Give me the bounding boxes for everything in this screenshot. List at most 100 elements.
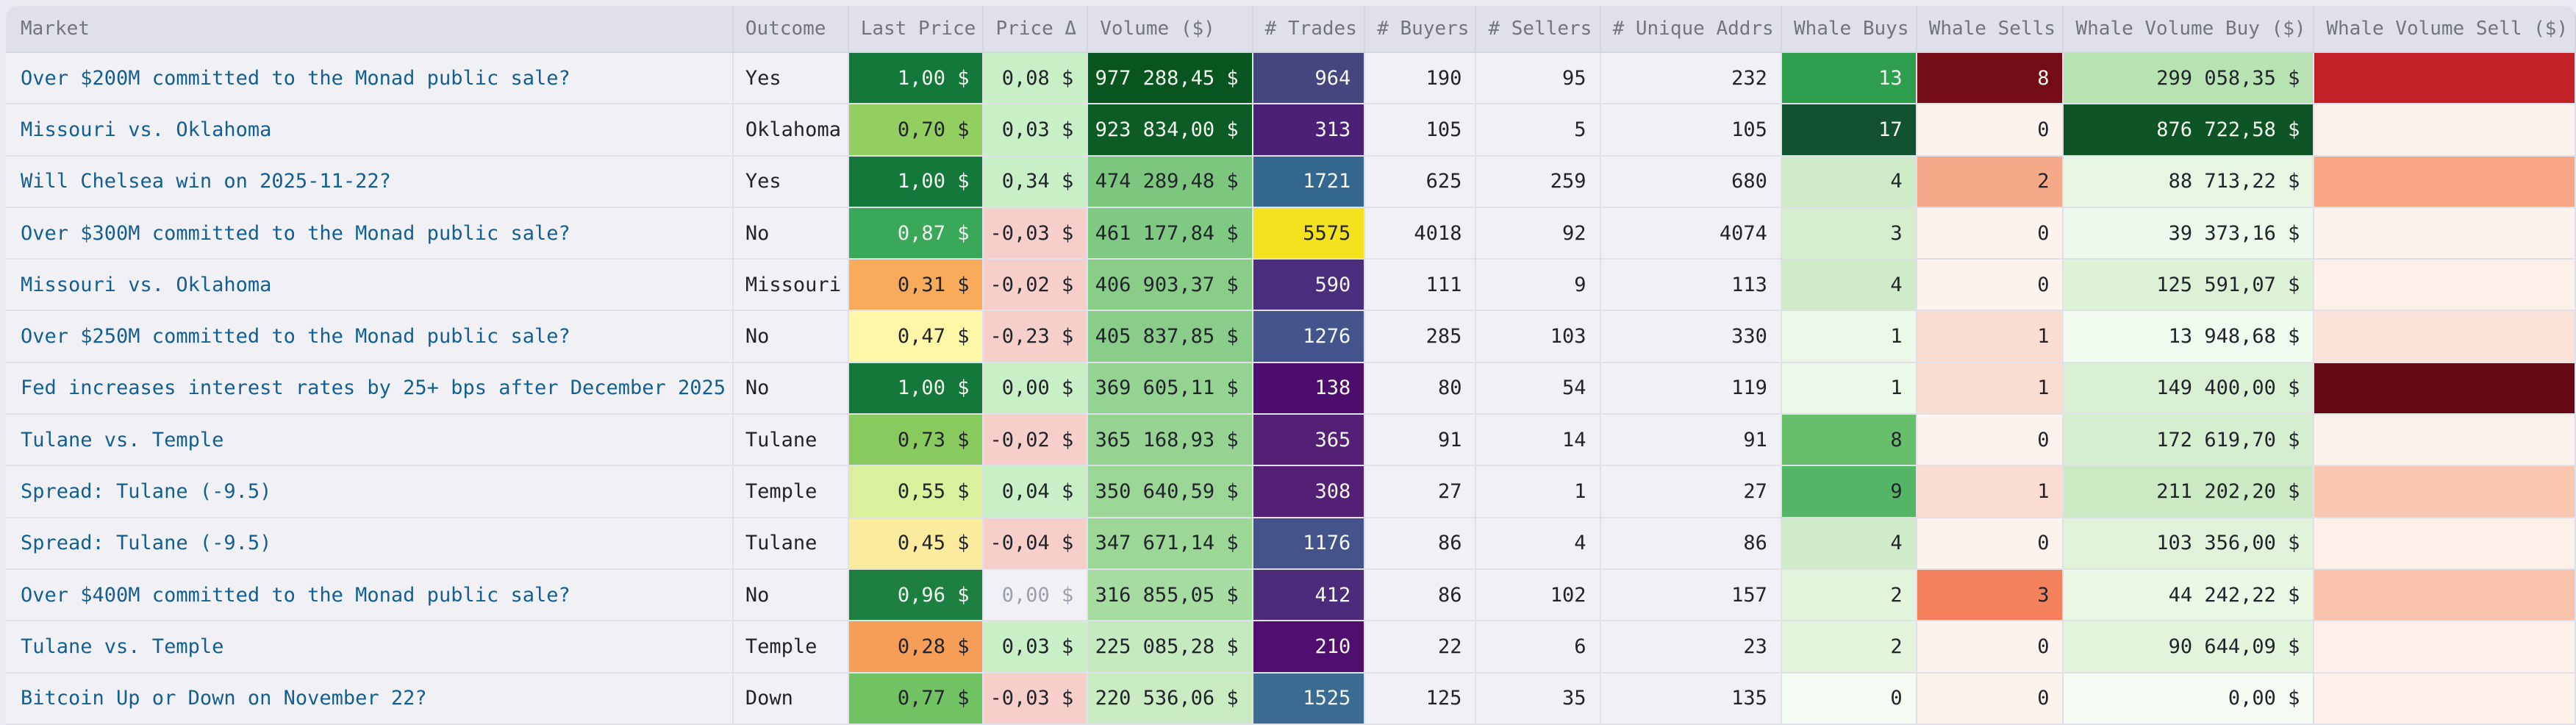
market-link[interactable]: Over $400M committed to the Monad public… <box>6 569 734 622</box>
sellers-cell: 103 <box>1476 311 1601 363</box>
last-price-cell: 1,00 $ <box>848 156 984 208</box>
whale-volume-buy-cell: 103 356,00 $ <box>2064 518 2315 570</box>
whale-buys-cell: 3 <box>1781 207 1917 260</box>
unique-addrs-cell: 27 <box>1600 466 1782 518</box>
market-link[interactable]: Fed increases interest rates by 25+ bps … <box>6 362 734 415</box>
whale-sells-cell: 1 <box>1917 466 2064 518</box>
volume-cell: 347 671,14 $ <box>1088 518 1253 570</box>
outcome-cell: Missouri <box>733 260 849 312</box>
volume-cell: 474 289,48 $ <box>1088 156 1253 208</box>
whale-sells-cell: 1 <box>1917 311 2064 363</box>
market-link[interactable]: Over $200M committed to the Monad public… <box>6 53 734 105</box>
last-price-cell: 0,73 $ <box>848 415 984 467</box>
unique-addrs-cell: 157 <box>1600 569 1782 622</box>
market-link[interactable]: Missouri vs. Oklahoma <box>6 260 734 312</box>
outcome-cell: Yes <box>733 53 849 105</box>
table-body: Over $200M committed to the Monad public… <box>6 53 2576 725</box>
last-price-cell: 0,87 $ <box>848 207 984 260</box>
buyers-cell: 625 <box>1365 156 1477 208</box>
column-header-last-price: Last Price <box>848 6 984 53</box>
price-delta-cell: -0,23 $ <box>984 311 1089 363</box>
market-link[interactable]: Bitcoin Up or Down on November 22? <box>6 673 734 725</box>
outcome-cell: Oklahoma <box>733 104 849 157</box>
whale-volume-buy-cell: 211 202,20 $ <box>2064 466 2315 518</box>
whale-buys-cell: 4 <box>1781 260 1917 312</box>
volume-cell: 225 085,28 $ <box>1088 621 1253 674</box>
markets-table-container: Market Outcome Last Price Price Δ Volume ($)… <box>6 6 2576 725</box>
whale-buys-cell: 1 <box>1781 311 1917 363</box>
whale-buys-cell: 4 <box>1781 156 1917 208</box>
market-link[interactable]: Over $300M committed to the Monad public… <box>6 207 734 260</box>
whale-volume-buy-cell: 0,00 $ <box>2064 673 2315 725</box>
table-header: Market Outcome Last Price Price Δ Volume ($)… <box>6 6 2576 53</box>
table-row: Over $300M committed to the Monad public… <box>6 207 2576 260</box>
price-delta-cell: 0,34 $ <box>984 156 1089 208</box>
buyers-cell: 22 <box>1365 621 1477 674</box>
whale-sells-cell: 0 <box>1917 518 2064 570</box>
whale-volume-sell-cell <box>2314 466 2576 518</box>
market-link[interactable]: Will Chelsea win on 2025-11-22? <box>6 156 734 208</box>
volume-cell: 220 536,06 $ <box>1088 673 1253 725</box>
column-header-market: Market <box>6 6 734 53</box>
market-link[interactable]: Tulane vs. Temple <box>6 415 734 467</box>
column-header-trades: # Trades <box>1253 6 1366 53</box>
trades-cell: 313 <box>1253 104 1366 157</box>
whale-volume-sell-cell <box>2314 415 2576 467</box>
price-delta-cell: -0,04 $ <box>984 518 1089 570</box>
last-price-cell: 0,70 $ <box>848 104 984 157</box>
unique-addrs-cell: 4074 <box>1600 207 1782 260</box>
market-link[interactable]: Over $250M committed to the Monad public… <box>6 311 734 363</box>
trades-cell: 1276 <box>1253 311 1366 363</box>
whale-buys-cell: 17 <box>1781 104 1917 157</box>
column-header-unique-addrs: # Unique Addrs <box>1600 6 1782 53</box>
column-header-sellers: # Sellers <box>1476 6 1601 53</box>
buyers-cell: 105 <box>1365 104 1477 157</box>
whale-buys-cell: 8 <box>1781 415 1917 467</box>
whale-volume-sell-cell <box>2314 207 2576 260</box>
price-delta-cell: 0,04 $ <box>984 466 1089 518</box>
whale-buys-cell: 2 <box>1781 621 1917 674</box>
unique-addrs-cell: 113 <box>1600 260 1782 312</box>
unique-addrs-cell: 680 <box>1600 156 1782 208</box>
whale-buys-cell: 2 <box>1781 569 1917 622</box>
market-link[interactable]: Spread: Tulane (-9.5) <box>6 518 734 570</box>
price-delta-cell: 0,03 $ <box>984 621 1089 674</box>
whale-volume-sell-cell <box>2314 362 2576 415</box>
sellers-cell: 5 <box>1476 104 1601 157</box>
whale-sells-cell: 0 <box>1917 415 2064 467</box>
outcome-cell: No <box>733 362 849 415</box>
table-row: Will Chelsea win on 2025-11-22? Yes 1,00 $… <box>6 156 2576 208</box>
price-delta-cell: -0,03 $ <box>984 673 1089 725</box>
buyers-cell: 125 <box>1365 673 1477 725</box>
price-delta-cell: 0,00 $ <box>984 569 1089 622</box>
whale-sells-cell: 3 <box>1917 569 2064 622</box>
whale-sells-cell: 0 <box>1917 260 2064 312</box>
market-link[interactable]: Spread: Tulane (-9.5) <box>6 466 734 518</box>
buyers-cell: 111 <box>1365 260 1477 312</box>
buyers-cell: 27 <box>1365 466 1477 518</box>
market-link[interactable]: Tulane vs. Temple <box>6 621 734 674</box>
buyers-cell: 91 <box>1365 415 1477 467</box>
table-row: Tulane vs. Temple Temple 0,28 $0,03 $225 0… <box>6 621 2576 674</box>
trades-cell: 138 <box>1253 362 1366 415</box>
outcome-cell: Temple <box>733 466 849 518</box>
markets-table: Market Outcome Last Price Price Δ Volume ($)… <box>6 6 2576 725</box>
column-header-whale-sells: Whale Sells <box>1917 6 2064 53</box>
column-header-whale-volume-buy: Whale Volume Buy ($) <box>2064 6 2315 53</box>
whale-volume-buy-cell: 299 058,35 $ <box>2064 53 2315 105</box>
whale-volume-buy-cell: 149 400,00 $ <box>2064 362 2315 415</box>
whale-volume-sell-cell <box>2314 518 2576 570</box>
table-row: Over $200M committed to the Monad public… <box>6 53 2576 105</box>
price-delta-cell: 0,03 $ <box>984 104 1089 157</box>
whale-sells-cell: 0 <box>1917 621 2064 674</box>
trades-cell: 308 <box>1253 466 1366 518</box>
sellers-cell: 54 <box>1476 362 1601 415</box>
last-price-cell: 0,28 $ <box>848 621 984 674</box>
trades-cell: 412 <box>1253 569 1366 622</box>
table-row: Over $250M committed to the Monad public… <box>6 311 2576 363</box>
sellers-cell: 6 <box>1476 621 1601 674</box>
market-link[interactable]: Missouri vs. Oklahoma <box>6 104 734 157</box>
whale-sells-cell: 0 <box>1917 207 2064 260</box>
trades-cell: 590 <box>1253 260 1366 312</box>
last-price-cell: 1,00 $ <box>848 53 984 105</box>
